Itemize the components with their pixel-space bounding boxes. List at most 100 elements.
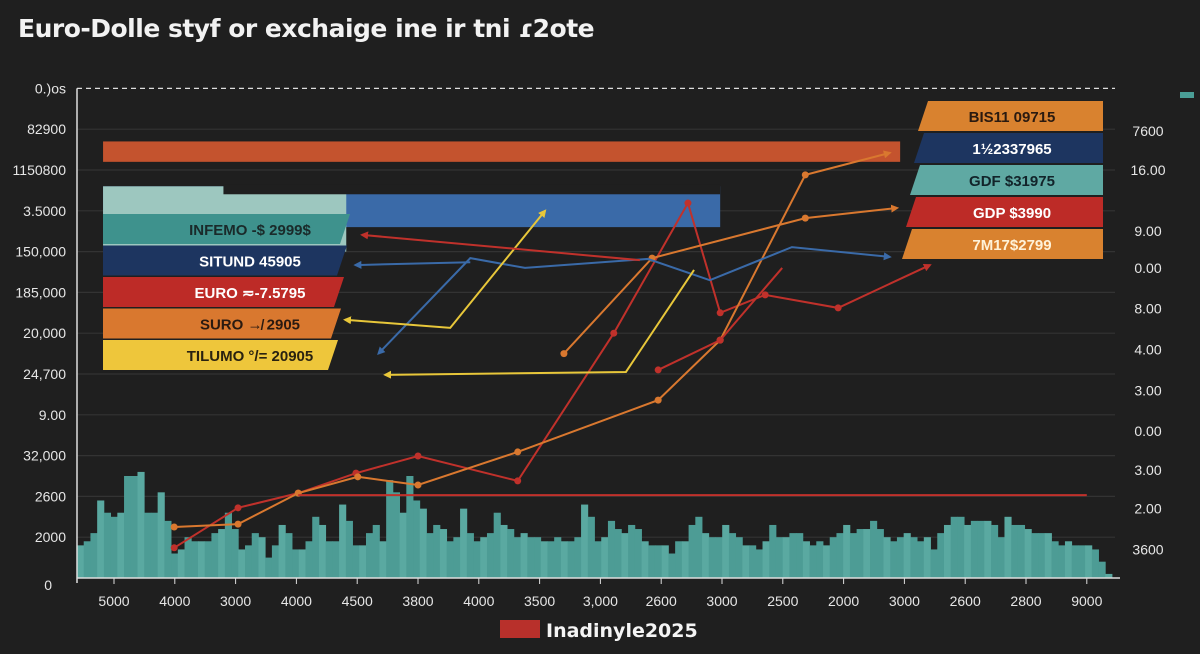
- histogram-bar: [77, 545, 85, 578]
- histogram-bar: [325, 541, 333, 578]
- y-tick-label: 2600: [35, 488, 66, 504]
- histogram-bar: [83, 541, 91, 578]
- y-tick-label: 9.00: [39, 407, 66, 423]
- histogram-bar: [480, 537, 488, 578]
- legend-swatch: [500, 620, 540, 638]
- histogram-bar: [789, 533, 797, 578]
- histogram-bar: [614, 529, 622, 578]
- histogram-bar: [802, 541, 810, 578]
- data-point: [834, 304, 842, 312]
- data-point: [761, 291, 769, 299]
- data-point: [654, 366, 662, 374]
- histogram-bar: [137, 471, 145, 578]
- histogram-bar: [1017, 524, 1026, 578]
- histogram-bar: [197, 541, 206, 578]
- histogram-bar: [735, 537, 743, 578]
- histogram-bar: [587, 516, 595, 578]
- histogram-bar: [191, 541, 199, 578]
- histogram-bar: [204, 541, 212, 578]
- histogram-bar: [903, 533, 911, 578]
- y-tick-label: 185,000: [15, 284, 66, 300]
- histogram-bar: [628, 524, 636, 578]
- histogram-bar: [90, 533, 98, 578]
- histogram-bar: [486, 533, 495, 578]
- histogram-bar: [520, 533, 528, 578]
- right-banner: [902, 229, 1103, 259]
- histogram-bar: [715, 537, 723, 578]
- data-point: [354, 473, 362, 481]
- y-right-tick-label: 3.00: [1134, 382, 1161, 398]
- x-tick-label: 3000: [220, 593, 251, 609]
- data-point: [514, 477, 522, 485]
- histogram-bar: [460, 508, 468, 578]
- x-tick-label: 4000: [159, 593, 190, 609]
- right-banner-label: GDP $3990: [973, 205, 1051, 222]
- series-line: [360, 231, 641, 262]
- right-banner-label: 7M17$2799: [972, 237, 1051, 254]
- data-point: [234, 520, 242, 528]
- histogram-bar: [775, 537, 784, 578]
- histogram-bar: [950, 516, 958, 578]
- histogram-bar: [829, 537, 837, 578]
- histogram-bar: [742, 545, 750, 578]
- x-tick-label: 4500: [342, 593, 373, 609]
- right-banner: [906, 197, 1103, 227]
- histogram-bar: [218, 529, 226, 578]
- histogram-bar: [1058, 545, 1066, 578]
- histogram-bar: [836, 533, 844, 578]
- x-tick-label: 3800: [402, 593, 433, 609]
- histogram-bar: [1038, 533, 1046, 578]
- histogram-bar: [863, 529, 871, 578]
- series-line: [343, 209, 547, 329]
- histogram-bar: [513, 537, 521, 578]
- histogram-bar: [1011, 524, 1019, 578]
- histogram-bar: [782, 537, 790, 578]
- histogram-bar: [917, 541, 925, 578]
- histogram-bar: [534, 537, 542, 578]
- left-banner-label: SITUND 45905: [199, 254, 301, 271]
- histogram-bar: [957, 516, 965, 578]
- histogram-bar: [345, 520, 353, 578]
- histogram-bar: [527, 537, 535, 578]
- right-banner: [918, 101, 1103, 131]
- histogram-bar: [332, 541, 340, 578]
- y-tick-label: 20,000: [23, 325, 66, 341]
- histogram-bar: [144, 512, 152, 578]
- histogram-bar: [292, 549, 300, 578]
- histogram-bar: [184, 537, 192, 578]
- histogram-bar: [164, 520, 172, 578]
- histogram-bar: [1098, 561, 1106, 578]
- histogram-bar: [554, 537, 562, 578]
- right-banner-label: 1½2337965: [972, 141, 1051, 158]
- histogram-bar: [843, 524, 851, 578]
- histogram-bar: [238, 549, 246, 578]
- histogram-bar: [251, 533, 259, 578]
- x-tick-label: 4000: [281, 593, 312, 609]
- x-tick-label: 2800: [1010, 593, 1041, 609]
- left-banner: [103, 308, 341, 339]
- y-tick-label: 2000: [35, 529, 66, 545]
- histogram-bar: [426, 533, 434, 578]
- legend-label: Inadinyle2025: [546, 620, 698, 642]
- right-banner: [914, 133, 1103, 163]
- data-point: [801, 214, 809, 222]
- histogram-bar: [581, 504, 589, 578]
- right-banner-label: GDF $31975: [969, 173, 1055, 190]
- histogram-bar: [271, 545, 280, 578]
- histogram-bar: [849, 533, 858, 578]
- histogram-bar: [594, 541, 602, 578]
- x-tick-label: 2000: [828, 593, 859, 609]
- histogram-bar: [540, 541, 548, 578]
- x-tick-label: 2600: [950, 593, 981, 609]
- data-point: [801, 171, 809, 179]
- y-tick-label: 1150800: [13, 162, 67, 178]
- histogram-bar: [446, 541, 454, 578]
- histogram-bar: [708, 537, 716, 578]
- data-point: [610, 329, 618, 337]
- histogram-bar: [157, 492, 165, 578]
- histogram-bar: [493, 512, 501, 578]
- data-point: [170, 523, 178, 531]
- histogram-bar: [312, 516, 320, 578]
- histogram-bar: [607, 520, 616, 578]
- left-banner: [103, 245, 347, 276]
